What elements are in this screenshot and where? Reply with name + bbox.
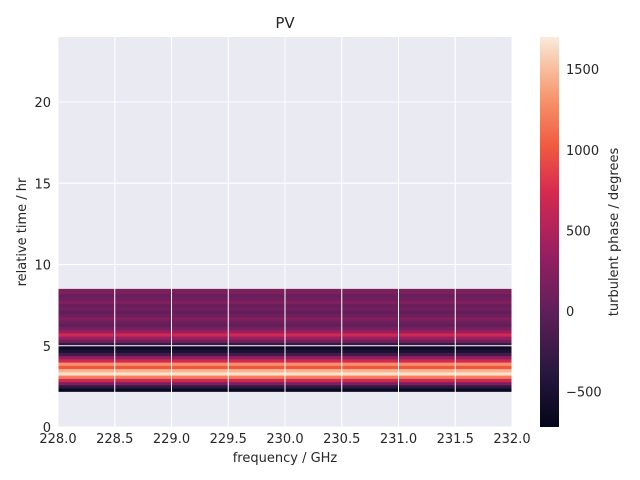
x-axis-label: frequency / GHz xyxy=(233,451,338,466)
x-tick-label: 230.5 xyxy=(323,432,360,447)
y-tick-label: 5 xyxy=(43,340,51,355)
colorbar xyxy=(540,37,559,427)
x-tick-label: 228.5 xyxy=(96,432,133,447)
colorbar-ticks: −500 0 500 1000 1500 xyxy=(566,63,602,400)
x-tick-label: 231.5 xyxy=(437,432,474,447)
colorbar-tick-label: 1500 xyxy=(566,63,599,78)
y-tick-label: 0 xyxy=(43,421,51,436)
y-tick-label: 15 xyxy=(34,177,51,192)
x-tick-label: 229.0 xyxy=(153,432,190,447)
y-axis-label: relative time / hr xyxy=(15,177,30,286)
x-tick-label: 231.0 xyxy=(380,432,417,447)
x-tick-label: 229.5 xyxy=(210,432,247,447)
chart-title: PV xyxy=(275,14,295,32)
x-tick-label: 228.0 xyxy=(39,432,76,447)
colorbar-label: turbulent phase / degrees xyxy=(607,148,622,317)
y-axis-ticks: 0 5 10 15 20 xyxy=(34,96,51,436)
colorbar-tick-label: 500 xyxy=(566,224,591,239)
grid-lines xyxy=(57,37,513,428)
x-tick-label: 232.0 xyxy=(493,432,530,447)
x-tick-label: 230.0 xyxy=(266,432,303,447)
x-axis-ticks: 228.0 228.5 229.0 229.5 230.0 230.5 231.0 231.5… xyxy=(39,432,530,447)
colorbar-tick-label: 0 xyxy=(566,305,574,320)
colorbar-tick-label: 1000 xyxy=(566,144,599,159)
colorbar-tick-label: −500 xyxy=(566,386,602,401)
y-tick-label: 10 xyxy=(34,259,51,274)
y-tick-label: 20 xyxy=(34,96,51,111)
